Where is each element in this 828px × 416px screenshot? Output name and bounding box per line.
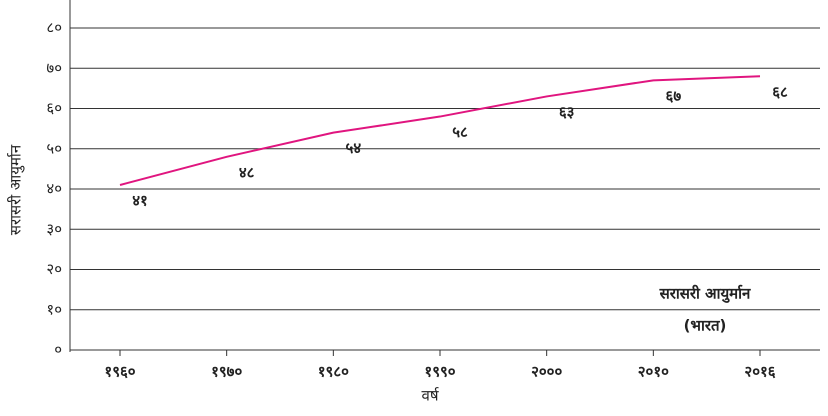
annotation: सरासरी आयुर्मान xyxy=(659,285,751,304)
x-tick-label: १९६० xyxy=(104,363,135,381)
data-label: ५४ xyxy=(346,139,362,157)
x-tick-label: २००० xyxy=(531,363,562,381)
x-tick-label: २०१० xyxy=(638,363,669,381)
y-tick-label: ० xyxy=(54,341,62,359)
data-label: ५८ xyxy=(452,123,468,141)
y-tick-label: ८० xyxy=(46,19,62,37)
data-label: ६७ xyxy=(666,87,682,105)
y-tick-label: ६० xyxy=(46,99,62,117)
y-tick-label: १० xyxy=(46,300,62,318)
x-tick-label: २०१६ xyxy=(744,363,775,381)
y-tick-label: ५० xyxy=(46,139,62,157)
data-label: ६८ xyxy=(772,83,788,101)
x-axis-title: वर्ष xyxy=(421,387,439,405)
y-axis-title: सरासरी आयुर्मान xyxy=(7,144,26,235)
y-tick-label: ४० xyxy=(46,180,62,198)
data-label: ६३ xyxy=(559,103,575,121)
y-tick-label: ७० xyxy=(46,59,62,77)
data-label: ४१ xyxy=(132,191,148,209)
y-tick-label: ३० xyxy=(46,220,62,238)
annotation: (भारत) xyxy=(684,317,727,335)
line xyxy=(119,75,761,186)
x-tick-label: १९७० xyxy=(211,363,242,381)
data-label: ४८ xyxy=(239,163,255,181)
y-tick-label: २० xyxy=(46,260,62,278)
x-tick-label: १९८० xyxy=(318,363,349,381)
x-tick-label: १९९० xyxy=(424,363,455,381)
